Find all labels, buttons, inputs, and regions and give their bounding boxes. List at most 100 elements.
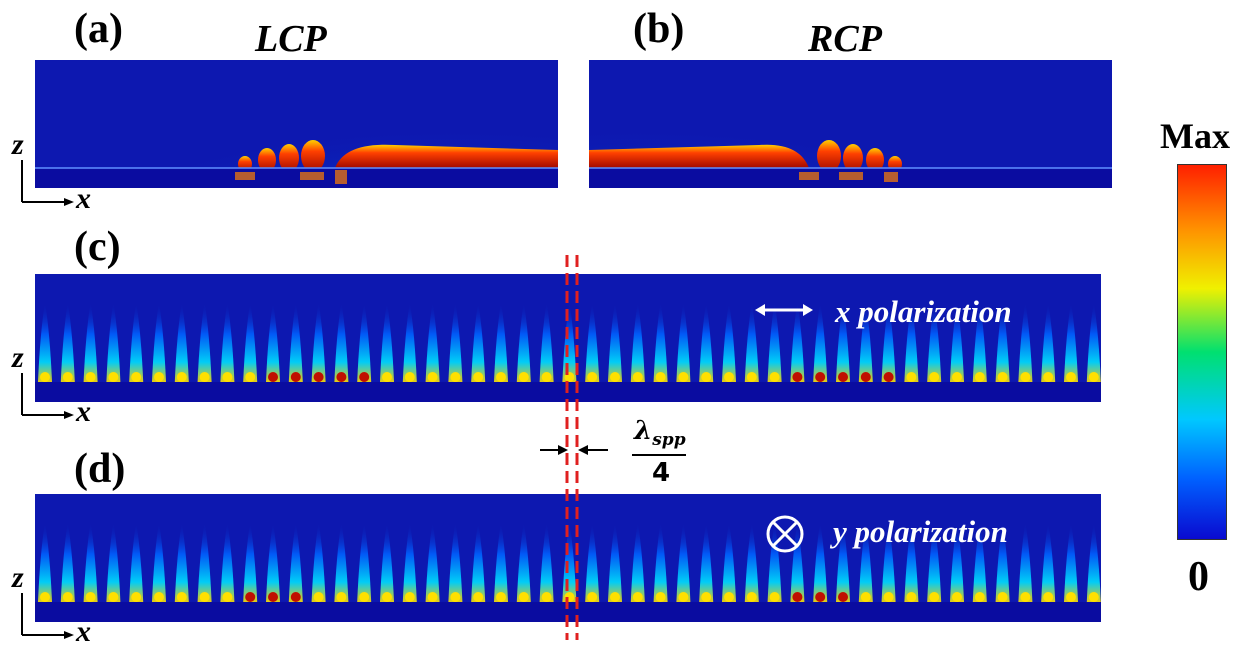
field-lobe <box>60 302 75 382</box>
x-polarization-label: x polarization <box>835 294 1012 329</box>
field-lobe <box>539 522 554 602</box>
field-lobe <box>1064 302 1078 382</box>
field-lobe <box>357 302 372 382</box>
field-lobe <box>699 302 714 382</box>
field-hotspot <box>632 592 643 602</box>
field-hotspot <box>792 592 803 602</box>
field-lobe <box>220 302 235 382</box>
field-hotspot <box>974 372 985 382</box>
field-hotspot <box>382 592 392 602</box>
field-hotspot <box>860 592 871 602</box>
field-lobe <box>927 522 942 602</box>
field-hotspot <box>450 372 461 382</box>
field-hotspot <box>108 372 119 382</box>
axis-indicator-a: z x <box>8 130 91 214</box>
field-lobe <box>722 302 736 382</box>
field-hotspot <box>62 592 73 602</box>
colorbar <box>1177 164 1227 540</box>
panel-a-title: LCP <box>255 18 327 60</box>
field-hotspot <box>496 592 506 602</box>
field-lobe <box>1041 302 1056 382</box>
z-axis-label: z <box>12 561 24 594</box>
field-hotspot <box>838 372 848 382</box>
field-lobe <box>972 302 987 382</box>
field-lobe <box>402 302 417 382</box>
field-hotspot <box>290 592 301 602</box>
field-lobe <box>402 522 417 602</box>
out-of-plane-icon <box>765 514 805 554</box>
field-lobe <box>60 522 75 602</box>
field-lobe <box>152 522 166 602</box>
field-lobe <box>266 522 280 602</box>
field-lobe <box>790 522 805 602</box>
field-hotspot <box>176 592 187 602</box>
field-hotspot <box>473 592 484 602</box>
field-lobe <box>197 522 212 602</box>
field-hotspot <box>1043 372 1054 382</box>
field-hotspot <box>678 372 689 382</box>
field-lobe <box>881 522 896 602</box>
field-lobe <box>380 522 394 602</box>
field-lobe <box>767 522 782 602</box>
field-lobe <box>448 302 463 382</box>
field-lobe <box>813 522 828 602</box>
field-hotspot <box>199 372 210 382</box>
field-lobe <box>334 302 349 382</box>
field-hotspot <box>997 592 1008 602</box>
field-lobe <box>972 522 987 602</box>
y-polarization-label: y polarization <box>833 514 1008 549</box>
field-lobe <box>950 302 964 382</box>
x-axis-label: x <box>76 395 91 428</box>
field-hotspot <box>1088 372 1099 382</box>
field-hotspot <box>815 592 826 602</box>
field-hotspot <box>496 372 506 382</box>
panel-b-title: RCP <box>808 18 882 60</box>
field-hotspot <box>336 592 347 602</box>
field-lobe <box>243 302 258 382</box>
field-hotspot <box>769 372 780 382</box>
field-lobe <box>858 522 873 602</box>
field-lobe <box>516 302 531 382</box>
field-lobe <box>266 302 280 382</box>
field-hotspot <box>1066 372 1076 382</box>
panel-b-label: (b) <box>633 6 685 52</box>
field-lobe <box>608 302 622 382</box>
fraction-denominator: 4 <box>652 458 671 488</box>
field-lobe <box>790 302 805 382</box>
field-lobe <box>129 302 144 382</box>
field-lobe <box>494 302 508 382</box>
field-hotspot <box>724 372 734 382</box>
field-hotspot <box>906 592 917 602</box>
spp-subscript: spp <box>652 430 686 451</box>
field-lobe <box>220 522 235 602</box>
field-hotspot <box>222 592 233 602</box>
field-hotspot <box>1088 592 1099 602</box>
field-hotspot <box>655 372 666 382</box>
field-hotspot <box>40 592 50 602</box>
lambda-symbol: λ <box>634 416 653 446</box>
field-hotspot <box>268 592 278 602</box>
field-lobe <box>1086 302 1101 382</box>
field-lobe <box>83 522 98 602</box>
field-hotspot <box>929 592 940 602</box>
field-hotspot <box>222 372 233 382</box>
field-hotspot <box>952 372 962 382</box>
field-lobe <box>425 522 440 602</box>
field-lobe <box>174 522 189 602</box>
field-hotspot <box>176 372 187 382</box>
field-hotspot <box>85 592 96 602</box>
field-lobe <box>653 522 668 602</box>
field-hotspot <box>336 372 347 382</box>
field-lobe <box>243 522 258 602</box>
field-lobe <box>288 522 303 602</box>
field-lobe <box>448 522 463 602</box>
field-lobe <box>608 522 622 602</box>
field-lobe <box>995 522 1010 602</box>
field-map-lcp <box>35 60 558 188</box>
field-hotspot <box>154 592 164 602</box>
field-lobe <box>311 522 326 602</box>
field-hotspot <box>131 372 142 382</box>
field-hotspot <box>769 592 780 602</box>
field-lobe <box>630 522 645 602</box>
spacing-arrows-icon <box>540 445 608 455</box>
